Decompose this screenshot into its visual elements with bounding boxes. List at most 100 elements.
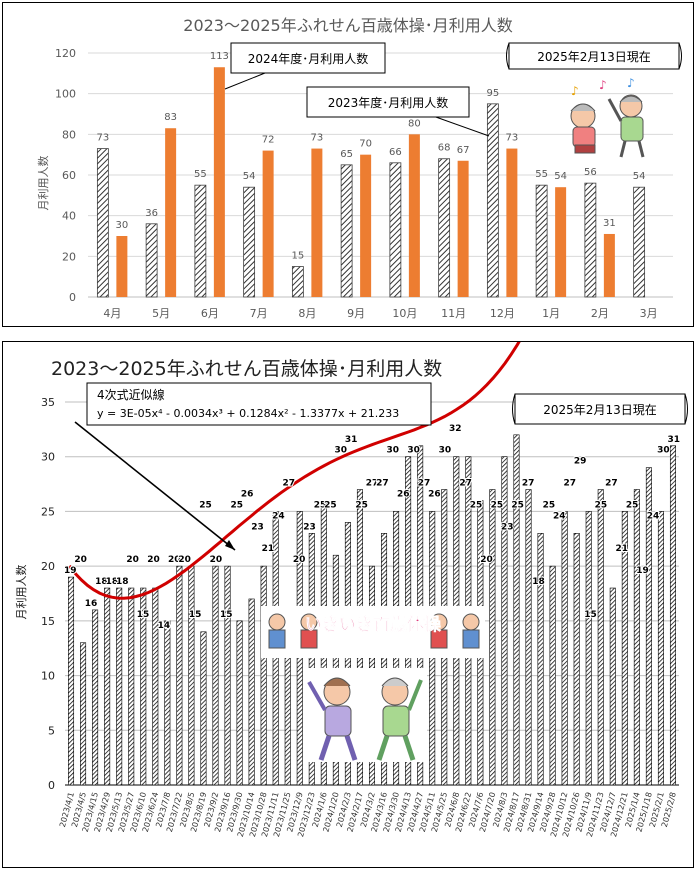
chart1-x-tick-label: 9月 [347, 307, 365, 320]
trend-callout-box [86, 382, 432, 426]
chart1-label-2024: 113 [210, 51, 229, 62]
chart2-data-label: 16 [85, 599, 98, 609]
chart1-y-tick-label: 0 [69, 291, 76, 304]
chart1-x-tick-label: 1月 [542, 307, 560, 320]
chart1-label-2024: 70 [359, 139, 372, 150]
chart2-data-label: 18 [106, 577, 119, 587]
chart2-data-label: 31 [345, 435, 358, 445]
chart1-bar-2023 [145, 223, 158, 298]
chart1-y-tick-label: 80 [62, 128, 76, 141]
chart2-y-tick-label: 20 [41, 560, 55, 573]
chart2-data-label: 30 [335, 446, 348, 456]
chart2-data-label: 27 [605, 479, 618, 489]
chart2-data-label: 24 [553, 511, 566, 521]
chart2-data-label: 30 [387, 446, 400, 456]
chart2-data-label: 27 [522, 479, 535, 489]
chart1-label-2024: 54 [554, 171, 567, 182]
chart2-bar [200, 631, 207, 786]
chart2-bar [609, 587, 616, 786]
chart2-bar [669, 445, 676, 786]
chart2-bar [260, 565, 267, 786]
chart2-data-label: 14 [158, 621, 171, 631]
svg-text:♪: ♪ [627, 76, 635, 90]
chart1-y-tick-label: 100 [55, 88, 76, 101]
chart1-label-2024: 73 [311, 133, 324, 144]
chart2-data-label: 15 [189, 610, 202, 620]
chart2-bar [176, 565, 183, 786]
chart1-x-tick-label: 5月 [152, 307, 170, 320]
chart2-data-label: 27 [418, 479, 431, 489]
chart1-data-labels: 73 30 36 83 55 113 54 72 15 73 65 70 66 80 68 67 95 73 55 5… [97, 51, 646, 261]
chart1-x-tick-label: 12月 [490, 307, 515, 320]
trend-equation: y = 3E-05x⁴ - 0.0034x³ + 0.1284x² - 1.33… [97, 407, 399, 420]
chart2-bar [381, 533, 388, 786]
chart2-bar [489, 489, 496, 786]
chart2-data-label: 25 [491, 500, 504, 510]
chart2-trendline [68, 342, 521, 600]
chart1-label-2023: 95 [487, 88, 500, 99]
chart1-label-2024: 73 [506, 133, 519, 144]
chart1-bar-2023 [438, 158, 451, 298]
chart2-data-label: 30 [407, 446, 420, 456]
chart2-bar [645, 467, 652, 786]
chart1-x-tick-label: 10月 [392, 307, 417, 320]
chart2-data-label: 26 [241, 489, 254, 499]
chart1-label-2023: 56 [584, 167, 597, 178]
chart1-bar-2024 [311, 148, 323, 297]
callout-2023-text: 2023年度･月利用人数 [328, 95, 449, 110]
chart2-y-tick-label: 35 [41, 396, 55, 409]
chart2-bar [164, 620, 171, 786]
chart2-bar [152, 587, 159, 786]
chart1-bars [96, 67, 646, 298]
exercising-seniors-illustration: ♪ ♪ ♪ [570, 76, 645, 158]
chart2-data-label: 24 [647, 511, 660, 521]
chart2-bar [573, 533, 580, 786]
chart2-y-tick-label: 15 [41, 615, 55, 628]
ikiiki-banner [261, 606, 485, 658]
chart2-date-note: 2025年2月13日現在 [543, 403, 656, 417]
chart2-bar [128, 587, 135, 786]
chart2-data-label: 25 [314, 500, 327, 510]
chart2-data-labels: 1920161818182015201420201525201525262321… [63, 423, 681, 632]
chart1-label-2023: 65 [340, 149, 353, 160]
trend-callout-arrow [74, 421, 236, 551]
chart2-data-label: 20 [147, 555, 160, 565]
chart1-bar-2023 [535, 184, 548, 298]
chart1-bar-2024 [603, 233, 615, 297]
chart1-x-tick-label: 11月 [441, 307, 466, 320]
chart1-bar-2023 [291, 266, 304, 298]
chart2-y-tick-label: 5 [48, 724, 55, 737]
chart1-label-2024: 31 [603, 218, 616, 229]
callout-2024-box [230, 42, 386, 74]
chart2-data-label: 19 [64, 566, 77, 576]
chart1-label-2023: 54 [243, 171, 256, 182]
chart2-data-label: 25 [543, 500, 556, 510]
chart2-y-tick-label: 25 [41, 505, 55, 518]
chart2-data-label: 27 [459, 479, 472, 489]
chart2-data-label: 20 [126, 555, 139, 565]
chart2-bar [92, 609, 99, 786]
chart2-bar [633, 489, 640, 786]
chart2-data-label: 18 [532, 577, 545, 587]
chart2-bar [140, 587, 147, 786]
chart1-y-tick-label: 120 [55, 47, 76, 60]
chart2-data-label: 24 [272, 511, 285, 521]
chart2-data-label: 23 [303, 522, 316, 532]
chart1-label-2024: 67 [457, 145, 470, 156]
chart2-data-label: 21 [615, 544, 628, 554]
chart2-bar [501, 456, 508, 786]
chart2-bar [212, 565, 219, 786]
chart1-y-axis-label: 月利用人数 [37, 156, 50, 211]
chart1-x-tick-label: 3月 [640, 307, 658, 320]
chart1-bar-2024 [555, 187, 567, 297]
chart2-data-label: 20 [210, 555, 223, 565]
chart1-bar-2024 [457, 160, 469, 297]
chart2-data-label: 15 [137, 610, 150, 620]
chart1-x-tick-label: 4月 [103, 307, 121, 320]
date-note-scroll [506, 42, 682, 70]
chart2-bar [657, 511, 664, 786]
chart2-bar [188, 565, 195, 786]
chart2-data-label: 20 [74, 555, 87, 565]
chart2-bar [585, 511, 592, 786]
chart1-x-tick-label: 7月 [250, 307, 268, 320]
